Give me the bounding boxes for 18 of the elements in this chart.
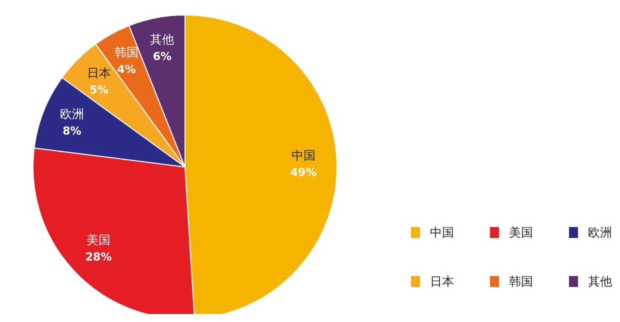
slice-label: 美国 [86,233,111,248]
legend-label: 中国 [430,226,454,240]
slice-label: 中国 [292,148,316,162]
legend-label: 其他 [588,274,612,288]
legend-label: 日本 [430,274,454,288]
slice-label: 日本 [87,66,112,80]
data-label: 8% [62,124,82,138]
slice-label: 其他 [150,32,174,47]
data-label: 4% [117,62,136,76]
data-label: 49% [290,166,317,179]
data-label: 28% [85,250,112,264]
data-label: 5% [90,84,108,97]
legend-label: 美国 [509,226,533,240]
legend-label: 韩国 [509,274,533,288]
data-label: 6% [152,50,172,64]
legend-label: 欧洲 [588,226,612,240]
slice-label: 欧洲 [60,107,84,122]
slice-label: 韩国 [114,45,138,60]
